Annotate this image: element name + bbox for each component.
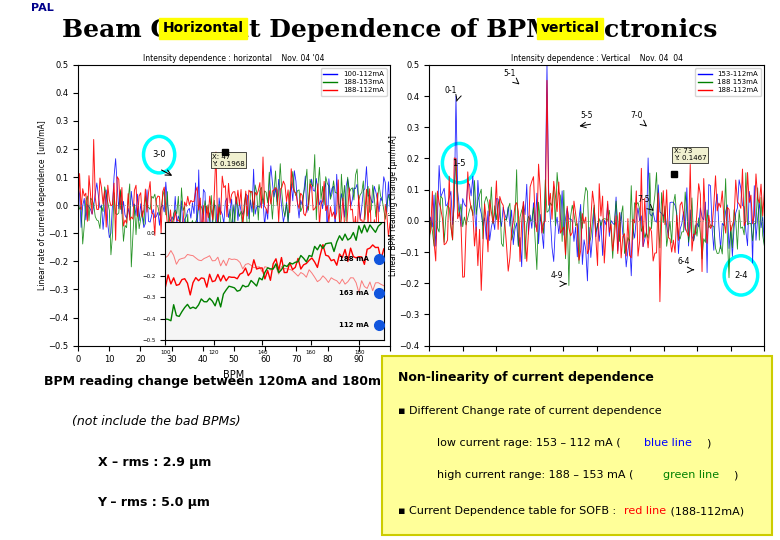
Title: Intensity dependence : Vertical    Nov. 04  04: Intensity dependence : Vertical Nov. 04 … bbox=[511, 53, 682, 63]
Text: (188-112mA): (188-112mA) bbox=[667, 506, 744, 516]
Text: X: 73
Y: 0.1467: X: 73 Y: 0.1467 bbox=[674, 148, 707, 161]
Text: 1-5: 1-5 bbox=[452, 159, 466, 167]
Legend: 100-112mA, 188-153mA, 188-112mA: 100-112mA, 188-153mA, 188-112mA bbox=[321, 68, 387, 96]
X-axis label: BPM: BPM bbox=[223, 370, 245, 380]
Text: PAL: PAL bbox=[31, 3, 54, 13]
Text: (not include the bad BPMs): (not include the bad BPMs) bbox=[73, 415, 241, 428]
Text: ): ) bbox=[733, 470, 738, 481]
Text: Y – rms : 5.0 μm: Y – rms : 5.0 μm bbox=[98, 496, 211, 509]
Text: blue line: blue line bbox=[644, 438, 691, 448]
Text: 7-5: 7-5 bbox=[637, 195, 650, 204]
FancyBboxPatch shape bbox=[382, 356, 772, 535]
Text: 5-1: 5-1 bbox=[503, 69, 516, 78]
Text: low current rage: 153 – 112 mA (: low current rage: 153 – 112 mA ( bbox=[437, 438, 620, 448]
Text: ): ) bbox=[706, 438, 711, 448]
Text: 2-4: 2-4 bbox=[352, 249, 366, 258]
Text: X – rms : 2.9 μm: X – rms : 2.9 μm bbox=[98, 456, 211, 469]
Text: red line: red line bbox=[624, 506, 666, 516]
Text: BPM reading change between 120mA and 180mA: BPM reading change between 120mA and 180… bbox=[44, 375, 390, 388]
Text: high current range: 188 – 153 mA (: high current range: 188 – 153 mA ( bbox=[437, 470, 633, 481]
Text: green line: green line bbox=[663, 470, 719, 481]
Text: X: 47
Y: 0.1968: X: 47 Y: 0.1968 bbox=[212, 154, 245, 167]
Text: Beam Current Dependence of BPM electronics: Beam Current Dependence of BPM electroni… bbox=[62, 18, 718, 42]
Text: 7-0: 7-0 bbox=[631, 111, 644, 120]
X-axis label: BPM: BPM bbox=[586, 370, 608, 380]
Text: vertical: vertical bbox=[541, 21, 599, 35]
Text: 6-4: 6-4 bbox=[678, 257, 690, 266]
Text: 4-9: 4-9 bbox=[550, 271, 562, 280]
Text: ▪ Different Change rate of current dependence: ▪ Different Change rate of current depen… bbox=[398, 406, 661, 416]
Text: ▪ Current Dependence table for SOFB :: ▪ Current Dependence table for SOFB : bbox=[398, 506, 619, 516]
Y-axis label: Linear rate of current dependence  [um/mA]: Linear rate of current dependence [um/mA… bbox=[37, 120, 47, 290]
Legend: 153-112mA, 188 153mA, 188-112mA: 153-112mA, 188 153mA, 188-112mA bbox=[695, 68, 761, 96]
Text: 3-0: 3-0 bbox=[152, 150, 166, 159]
Text: Horizontal: Horizontal bbox=[162, 21, 243, 35]
Text: 2-4: 2-4 bbox=[734, 271, 748, 280]
Y-axis label: Linear BPM reading change [μm/mA]: Linear BPM reading change [μm/mA] bbox=[388, 135, 398, 275]
Text: Non-linearity of current dependence: Non-linearity of current dependence bbox=[398, 370, 654, 383]
Text: 5-5: 5-5 bbox=[580, 111, 593, 120]
Title: Intensity dependence : horizontal    Nov. 04 '04: Intensity dependence : horizontal Nov. 0… bbox=[144, 53, 324, 63]
Text: 0-1: 0-1 bbox=[445, 85, 457, 94]
